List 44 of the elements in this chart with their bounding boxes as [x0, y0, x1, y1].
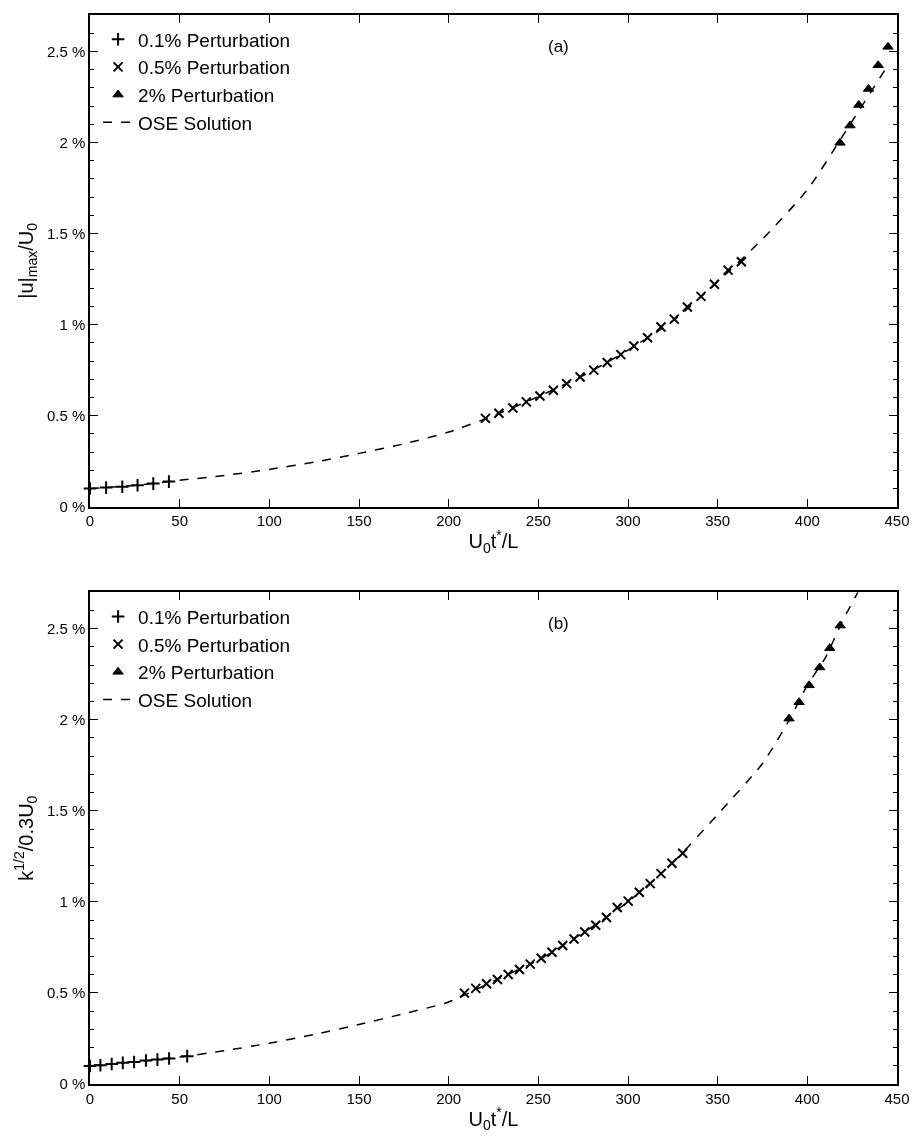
legend-label: 2% Perturbation — [138, 662, 275, 684]
y-tick-label: 2 % — [59, 133, 86, 151]
annotation: (a) — [548, 37, 569, 56]
y-tick-label: 0 % — [59, 497, 86, 515]
legend-label: 0.5% Perturbation — [138, 57, 291, 79]
legend-label: 0.1% Perturbation — [138, 606, 291, 628]
legend-label: OSE Solution — [138, 689, 253, 711]
legend-label: 2% Perturbation — [138, 85, 275, 107]
x-tick-label: 450 — [884, 1089, 910, 1107]
y-tick-label: 1.5 % — [46, 224, 86, 242]
y-tick-label: 0.5 % — [46, 406, 86, 424]
x-tick-label: 150 — [346, 1089, 372, 1107]
x-tick-label: 150 — [346, 512, 372, 530]
legend-label: 0.5% Perturbation — [138, 634, 291, 656]
legend-label: 0.1% Perturbation — [138, 29, 291, 51]
x-axis-title: U$_{0}$t$^{*}$/L — [468, 1104, 519, 1133]
x-tick-label: 200 — [436, 512, 462, 530]
x-tick-label: 300 — [615, 512, 641, 530]
y-tick-label: 2.5 % — [46, 619, 86, 637]
x-tick-label: 0 — [85, 512, 95, 530]
x-tick-label: 250 — [525, 512, 551, 530]
x-tick-label: 50 — [171, 512, 189, 530]
legend-label: OSE Solution — [138, 112, 253, 134]
x-tick-label: 450 — [884, 512, 910, 530]
y-tick-label: 1 % — [59, 893, 86, 911]
y-tick-label: 1 % — [59, 315, 86, 333]
x-axis-title: U$_{0}$t$^{*}$/L — [468, 527, 519, 556]
annotation: (b) — [548, 614, 569, 633]
x-tick-label: 100 — [256, 512, 282, 530]
x-tick-label: 400 — [794, 1089, 820, 1107]
x-tick-label: 250 — [525, 1089, 551, 1107]
x-tick-label: 350 — [705, 512, 731, 530]
y-tick-label: 2 % — [59, 711, 86, 728]
y-tick-label: 0.5 % — [46, 984, 86, 1002]
x-tick-label: 350 — [705, 1089, 731, 1107]
x-tick-label: 0 — [85, 1089, 95, 1107]
x-tick-label: 50 — [171, 1089, 189, 1107]
x-tick-label: 400 — [794, 512, 820, 530]
y-tick-label: 0 % — [59, 1075, 86, 1093]
x-tick-label: 300 — [615, 1089, 641, 1107]
y-tick-label: 2.5 % — [46, 42, 86, 60]
x-tick-label: 100 — [256, 1089, 282, 1107]
y-tick-label: 1.5 % — [46, 802, 86, 820]
x-tick-label: 200 — [436, 1089, 462, 1107]
